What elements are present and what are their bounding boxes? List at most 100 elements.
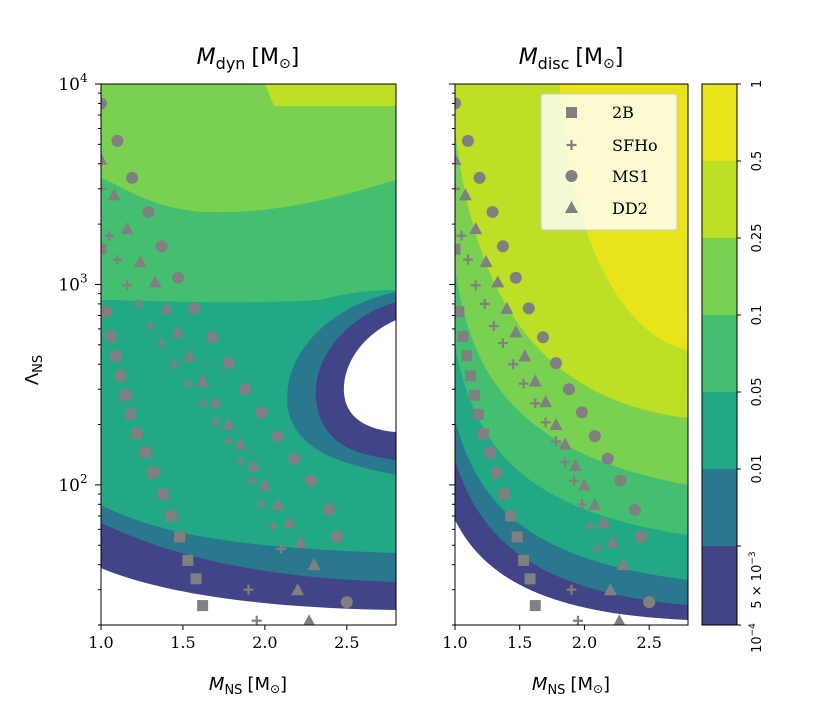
marker-ms1 bbox=[496, 240, 509, 253]
x-tick-label: 1.5 bbox=[507, 633, 532, 652]
marker-sfho bbox=[145, 321, 156, 332]
legend-circle-icon bbox=[565, 170, 578, 182]
mdyn-level-0.05-0.1 bbox=[101, 178, 396, 303]
marker-ms1 bbox=[331, 530, 343, 543]
marker-dd2 bbox=[588, 497, 602, 510]
legend-box bbox=[540, 93, 678, 231]
marker-sfho bbox=[101, 183, 106, 194]
colorbar-tick-labels: 1 0.5 0.25 0.1 0.05 0.01 5 × 10−3 10−4 bbox=[748, 80, 765, 653]
marker-2b bbox=[120, 389, 132, 401]
marker-ms1 bbox=[239, 383, 252, 396]
colorbar-label-1: 1 bbox=[750, 80, 765, 88]
colorbar-label-0.01: 0.01 bbox=[750, 455, 765, 484]
marker-2b bbox=[472, 408, 484, 420]
marker-2b bbox=[455, 306, 465, 318]
colorbar-ticks bbox=[737, 83, 741, 626]
marker-dd2 bbox=[500, 301, 514, 314]
marker-dd2 bbox=[183, 349, 196, 362]
colorbar-label-0.1: 0.1 bbox=[750, 305, 765, 326]
marker-sfho bbox=[276, 543, 287, 554]
legend: 2B SFHo MS1 DD2 bbox=[540, 93, 678, 231]
marker-dd2 bbox=[120, 222, 134, 235]
mdyn-contours bbox=[101, 84, 396, 625]
marker-dd2 bbox=[518, 349, 532, 362]
mdisc-x-ticks: 1.0 1.5 2.0 2.5 bbox=[442, 625, 662, 652]
marker-2b bbox=[455, 243, 461, 255]
marker-2b bbox=[101, 306, 112, 318]
marker-dd2 bbox=[294, 535, 308, 548]
marker-ms1 bbox=[461, 134, 474, 147]
marker-ms1 bbox=[255, 406, 268, 419]
marker-dd2 bbox=[577, 478, 591, 491]
marker-2b bbox=[105, 330, 117, 342]
marker-dd2 bbox=[258, 478, 272, 491]
marker-dd2 bbox=[613, 614, 626, 625]
marker-ms1 bbox=[537, 331, 550, 344]
colorbar-band-0.01-0.05 bbox=[702, 392, 737, 470]
marker-ms1 bbox=[562, 383, 575, 396]
mdisc-xlabel: MNS [M⊙] bbox=[532, 674, 610, 698]
marker-sfho bbox=[235, 457, 246, 468]
marker-sfho bbox=[569, 475, 580, 486]
marker-dd2 bbox=[303, 614, 315, 625]
colorbar-band-0.25-0.5 bbox=[702, 161, 737, 239]
marker-ms1 bbox=[206, 331, 219, 344]
marker-dd2 bbox=[603, 583, 617, 596]
y-tick-label: 102 bbox=[58, 472, 87, 496]
marker-dd2 bbox=[101, 153, 108, 166]
colorbar-label-0.05: 0.05 bbox=[750, 378, 765, 407]
marker-ms1 bbox=[340, 596, 353, 609]
marker-dd2 bbox=[171, 325, 185, 338]
marker-dd2 bbox=[282, 515, 296, 528]
marker-sfho bbox=[462, 254, 473, 265]
marker-ms1 bbox=[272, 430, 284, 443]
marker-sfho bbox=[572, 615, 583, 625]
marker-2b bbox=[110, 350, 122, 362]
marker-sfho bbox=[251, 615, 262, 625]
mdyn-markers bbox=[101, 97, 353, 625]
marker-dd2 bbox=[160, 301, 174, 314]
marker-2b bbox=[174, 531, 186, 543]
colorbar-band-0.1-0.25 bbox=[702, 238, 737, 316]
marker-2b bbox=[115, 370, 127, 382]
marker-dd2 bbox=[307, 558, 321, 571]
marker-sfho bbox=[112, 254, 123, 265]
marker-dd2 bbox=[491, 275, 505, 288]
marker-2b bbox=[147, 467, 159, 479]
marker-sfho bbox=[243, 584, 254, 595]
legend-triangle-icon bbox=[565, 201, 578, 213]
marker-2b bbox=[157, 488, 169, 500]
marker-2b bbox=[505, 510, 517, 522]
marker-dd2 bbox=[209, 395, 223, 408]
x-tick-label: 2.5 bbox=[334, 633, 359, 652]
marker-sfho bbox=[566, 584, 577, 595]
marker-sfho bbox=[470, 280, 481, 291]
marker-sfho bbox=[210, 417, 221, 428]
x-tick-label: 1.5 bbox=[170, 633, 195, 652]
marker-ms1 bbox=[455, 97, 461, 110]
marker-sfho bbox=[133, 298, 144, 309]
legend-label-sfho: SFHo bbox=[612, 136, 658, 155]
marker-sfho bbox=[182, 378, 193, 389]
x-tick-label: 1.0 bbox=[442, 633, 467, 652]
marker-sfho bbox=[479, 298, 490, 309]
marker-dd2 bbox=[246, 458, 260, 471]
marker-ms1 bbox=[288, 452, 301, 465]
marker-sfho bbox=[169, 359, 180, 370]
colorbar-frame bbox=[701, 83, 738, 626]
colorbar-label-0.25: 0.25 bbox=[750, 224, 765, 253]
marker-sfho bbox=[268, 521, 279, 532]
marker-sfho bbox=[197, 398, 208, 409]
marker-2b bbox=[457, 330, 469, 342]
marker-ms1 bbox=[643, 596, 656, 609]
legend-label-2b: 2B bbox=[612, 103, 634, 122]
marker-sfho bbox=[455, 183, 460, 194]
marker-ms1 bbox=[549, 357, 562, 370]
marker-2b bbox=[524, 573, 536, 585]
marker-dd2 bbox=[539, 395, 553, 408]
mdyn-ylabel: ΛNS bbox=[22, 355, 46, 385]
marker-ms1 bbox=[522, 302, 535, 315]
marker-sfho bbox=[518, 378, 529, 389]
